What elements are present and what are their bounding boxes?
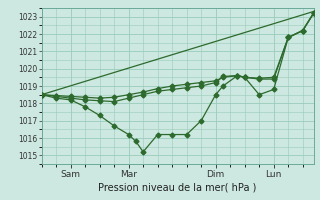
X-axis label: Pression niveau de la mer( hPa ): Pression niveau de la mer( hPa )	[99, 183, 257, 193]
